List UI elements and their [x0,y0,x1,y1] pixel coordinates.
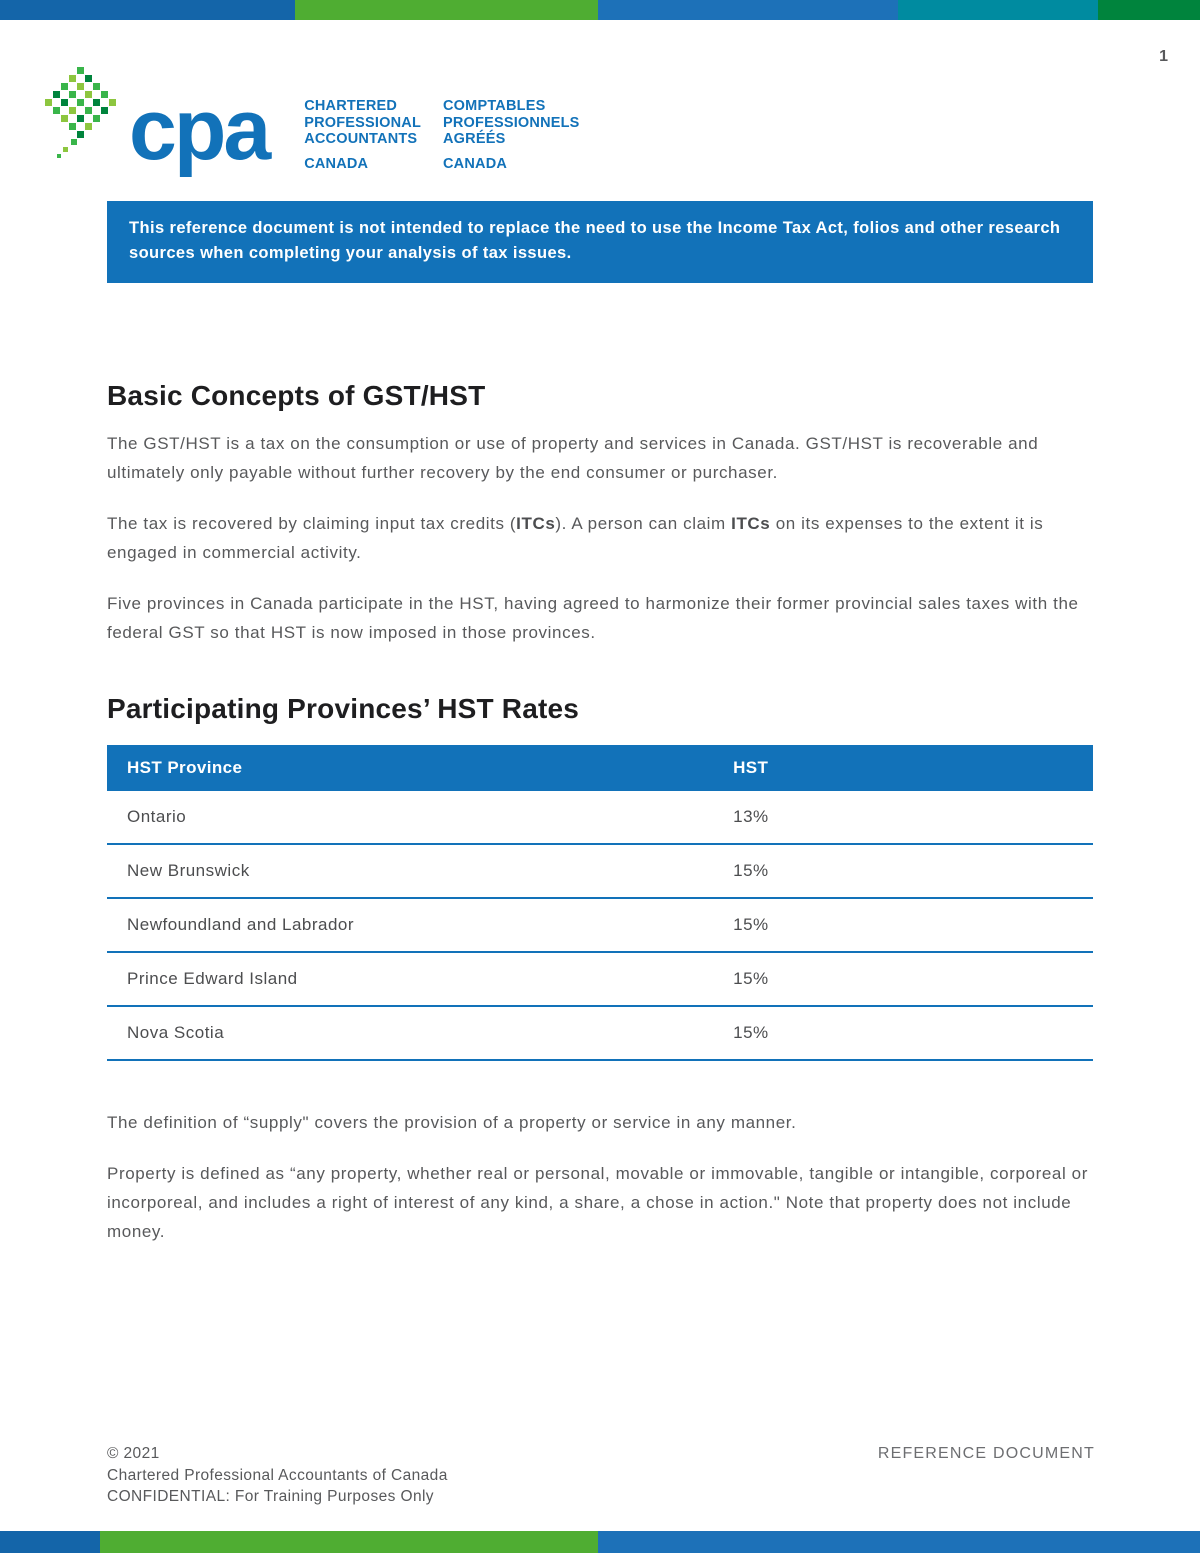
wordmark-line: CANADA [443,155,508,172]
footer-copyright: © 2021 [107,1445,160,1462]
cell-rate: 13% [733,807,769,826]
notice-banner: This reference document is not intended … [107,201,1093,283]
wordmark-line: COMPTABLES [443,98,546,114]
bottom-color-bar [0,1531,1200,1553]
top-bar-segment-blue-2 [598,0,898,20]
logo-acronym: cpa [129,82,271,178]
cell-province: Newfoundland and Labrador [127,915,355,934]
bottom-bar-segment-blue-2 [598,1531,1200,1553]
document-body: Basic Concepts of GST/HST The GST/HST is… [107,380,1093,1246]
top-bar-segment-teal [898,0,1098,20]
paragraph-segment: on its expenses to the extent it is enga… [107,514,1044,562]
logo-wordmark-en: CHARTERED PROFESSIONAL ACCOUNTANTS CANAD… [304,98,421,172]
table-row: Nova Scotia 15% [107,1007,1093,1061]
hst-rates-table: HST Province HST Ontario 13% New Brunswi… [107,745,1093,1061]
paragraph-itcs: The tax is recovered by claiming input t… [107,509,1093,567]
footer-confidential: CONFIDENTIAL: For Training Purposes Only [107,1488,434,1505]
top-color-bar [0,0,1200,20]
table-header-province: HST Province [127,758,243,777]
table-header-row: HST Province HST [107,745,1093,791]
footer-org: Chartered Professional Accountants of Ca… [107,1466,448,1484]
bottom-bar-segment-green [100,1531,598,1553]
cell-rate: 15% [733,861,769,880]
wordmark-line: PROFESSIONNELS [443,114,580,131]
cell-rate: 15% [733,915,769,934]
paragraph-five-provinces: Five provinces in Canada participate in … [107,594,1079,642]
table-row: Prince Edward Island 15% [107,953,1093,1007]
logo-wordmark-fr: COMPTABLES PROFESSIONNELS AGRÉÉS CANADA [443,98,580,172]
table-header-rate: HST [733,758,769,777]
section-title-hst-rates: Participating Provinces’ HST Rates [107,693,580,724]
paragraph-segment-bold: ITCs [731,514,771,533]
doc-type-label: REFERENCE DOCUMENT [877,1445,1095,1462]
paragraph-segment-bold: ITCs [516,514,556,533]
cell-rate: 15% [733,969,769,988]
wordmark-line: AGRÉÉS [443,131,506,147]
cell-rate: 15% [733,1023,769,1042]
section-title-basic-concepts: Basic Concepts of GST/HST [107,380,486,411]
table-row: Ontario 13% [107,791,1093,845]
top-bar-segment-blue [0,0,295,20]
paragraph-property-definition: Property is defined as “any property, wh… [107,1164,1088,1241]
wordmark-line: ACCOUNTANTS [304,131,418,147]
footer-left-block: © 2021 Chartered Professional Accountant… [107,1443,448,1508]
cell-province: Prince Edward Island [127,969,298,988]
table-row: New Brunswick 15% [107,845,1093,899]
cell-province: Nova Scotia [127,1023,225,1042]
maple-leaf-pixel-icon [45,67,116,158]
paragraph-segment: The tax is recovered by claiming input t… [107,514,517,533]
page-number: 1 [1159,48,1168,65]
paragraph-gst-intro: The GST/HST is a tax on the consumption … [107,434,1039,482]
logo-wordmark: CHARTERED PROFESSIONAL ACCOUNTANTS CANAD… [304,98,601,172]
cpa-canada-logo: cpa CHARTERED PROFESSIONAL ACCOUNTANTS C… [45,64,1200,174]
wordmark-line: CHARTERED [304,98,398,114]
bottom-bar-segment-blue [0,1531,100,1553]
wordmark-line: PROFESSIONAL [304,114,422,131]
cell-province: New Brunswick [127,861,250,880]
table-row: Newfoundland and Labrador 15% [107,899,1093,953]
top-bar-segment-darkgreen [1098,0,1200,20]
cell-province: Ontario [127,807,187,826]
wordmark-line: CANADA [304,155,369,172]
page-footer: © 2021 Chartered Professional Accountant… [107,1443,1095,1508]
paragraph-segment: ). A person can claim [555,514,732,533]
top-bar-segment-green [295,0,598,20]
paragraph-supply-definition: The definition of “supply" covers the pr… [107,1113,797,1132]
